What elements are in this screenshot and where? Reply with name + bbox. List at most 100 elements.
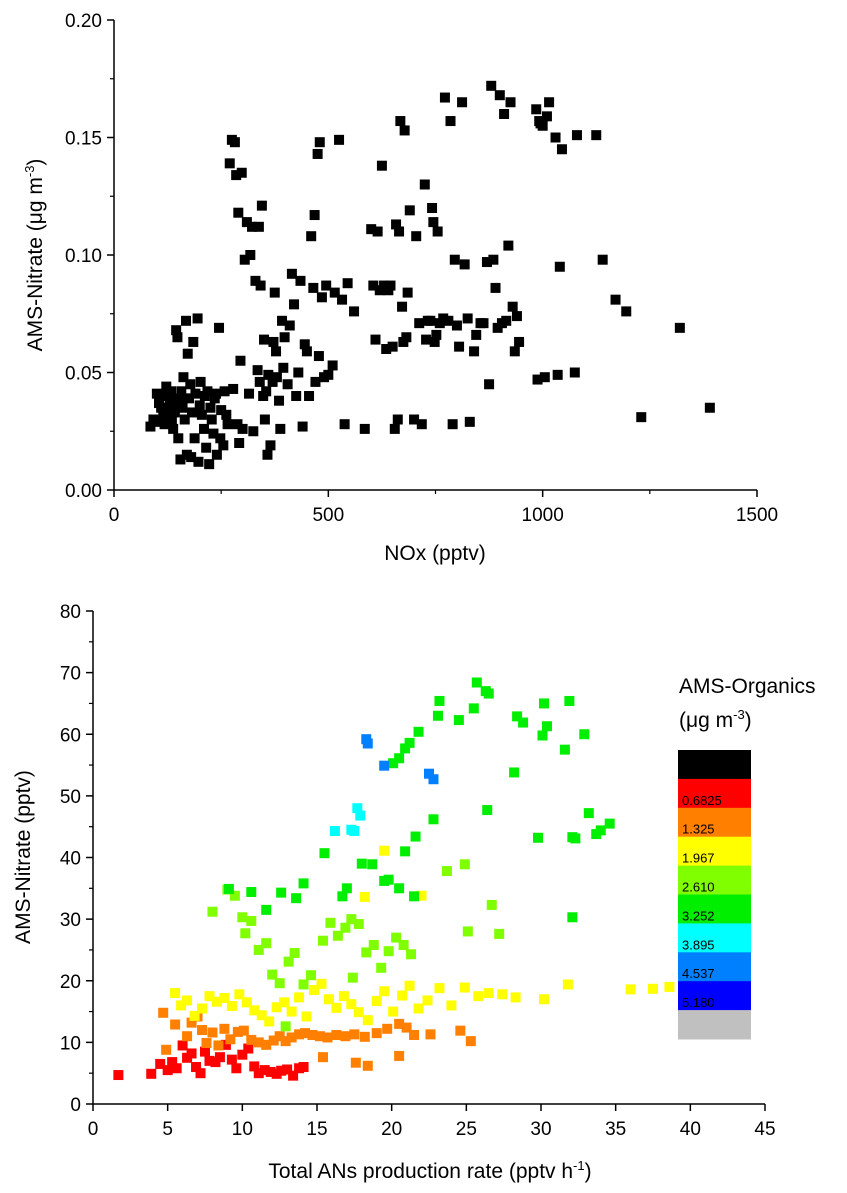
data-point [512, 711, 523, 722]
data-point [349, 306, 360, 317]
x-tick-label: 15 [306, 1119, 327, 1140]
data-point [177, 402, 188, 413]
data-point [182, 995, 193, 1006]
data-point [187, 407, 198, 418]
data-point [188, 336, 199, 347]
data-point [213, 1040, 224, 1051]
data-point [388, 1006, 399, 1017]
bottom-chart-ticks [86, 610, 766, 1111]
data-point [173, 433, 184, 444]
data-point [197, 1003, 208, 1014]
data-point [179, 414, 190, 425]
data-point [401, 332, 412, 343]
data-point [271, 346, 282, 357]
data-point [486, 899, 497, 910]
data-point [337, 294, 348, 305]
data-point [211, 388, 222, 399]
data-point [342, 278, 353, 289]
data-point [541, 111, 552, 122]
data-point [294, 992, 305, 1003]
data-point [416, 890, 427, 901]
data-point [237, 1049, 248, 1060]
data-point [170, 988, 181, 999]
data-point [222, 419, 233, 430]
data-point [570, 833, 581, 844]
data-point [583, 808, 594, 819]
data-point [267, 969, 278, 980]
x-tick-label: 35 [605, 1119, 626, 1140]
data-point [241, 217, 252, 228]
data-point [329, 287, 340, 298]
data-point [235, 355, 246, 366]
colorbar-title: AMS-Organics [679, 675, 816, 698]
colorbar-swatch [678, 952, 751, 982]
data-point [389, 423, 400, 434]
data-point [265, 1066, 276, 1077]
data-point [276, 1065, 287, 1076]
data-point [237, 912, 248, 923]
data-point [537, 120, 548, 131]
data-point [297, 421, 308, 432]
data-point [218, 440, 229, 451]
bottom-chart-points [113, 677, 675, 1081]
data-point [514, 336, 525, 347]
data-point [419, 179, 430, 190]
data-point [261, 1039, 272, 1050]
data-point [277, 315, 288, 326]
data-point [298, 878, 309, 889]
colorbar-swatch [678, 923, 751, 953]
data-point [505, 97, 516, 108]
data-point [288, 1070, 299, 1081]
data-point [438, 313, 449, 324]
data-point [278, 362, 289, 373]
data-point [399, 125, 410, 136]
x-tick-label: 25 [456, 1119, 477, 1140]
data-point [337, 891, 348, 902]
data-point [356, 858, 367, 869]
data-point [249, 1061, 260, 1072]
data-point [181, 315, 192, 326]
top-chart-nitrate-vs-nox: 0 500 1000 1500 0.00 0.05 0.10 0.15 0.20 NOx (pp… [22, 11, 778, 565]
data-point [170, 1019, 181, 1030]
data-point [310, 376, 321, 387]
data-point [503, 240, 514, 251]
colorbar-label: 0.04000 [682, 764, 729, 779]
data-point [421, 334, 432, 345]
data-point [313, 351, 324, 362]
colorbar-swatch [678, 894, 751, 924]
data-point [404, 205, 415, 216]
data-point [151, 388, 162, 399]
colorbar-label: 2.610 [682, 880, 715, 895]
y-tick-label: 0.00 [65, 481, 102, 502]
data-point [151, 416, 162, 427]
data-point [462, 926, 473, 937]
data-point [197, 1025, 208, 1036]
data-point [394, 226, 405, 237]
data-point [349, 1029, 360, 1040]
data-point [159, 419, 170, 430]
data-point [208, 428, 219, 439]
data-point [308, 282, 319, 293]
data-point [174, 393, 185, 404]
data-point [395, 116, 406, 127]
data-point [434, 695, 445, 706]
data-point [349, 826, 360, 837]
data-point [234, 438, 245, 448]
data-point [339, 419, 350, 430]
data-point [286, 1006, 297, 1017]
data-point [338, 991, 349, 1002]
data-point [394, 1050, 405, 1061]
x-tick-label: 0 [109, 505, 120, 526]
data-point [597, 254, 608, 265]
data-point [509, 346, 520, 357]
data-point [453, 715, 464, 726]
data-point [256, 1010, 267, 1021]
data-point [304, 391, 315, 401]
data-point [394, 753, 405, 764]
data-point [314, 137, 325, 148]
data-point [291, 391, 302, 401]
data-point [161, 1044, 172, 1055]
y-tick-label: 20 [60, 972, 81, 993]
data-point [293, 367, 304, 378]
data-point [201, 1037, 212, 1048]
